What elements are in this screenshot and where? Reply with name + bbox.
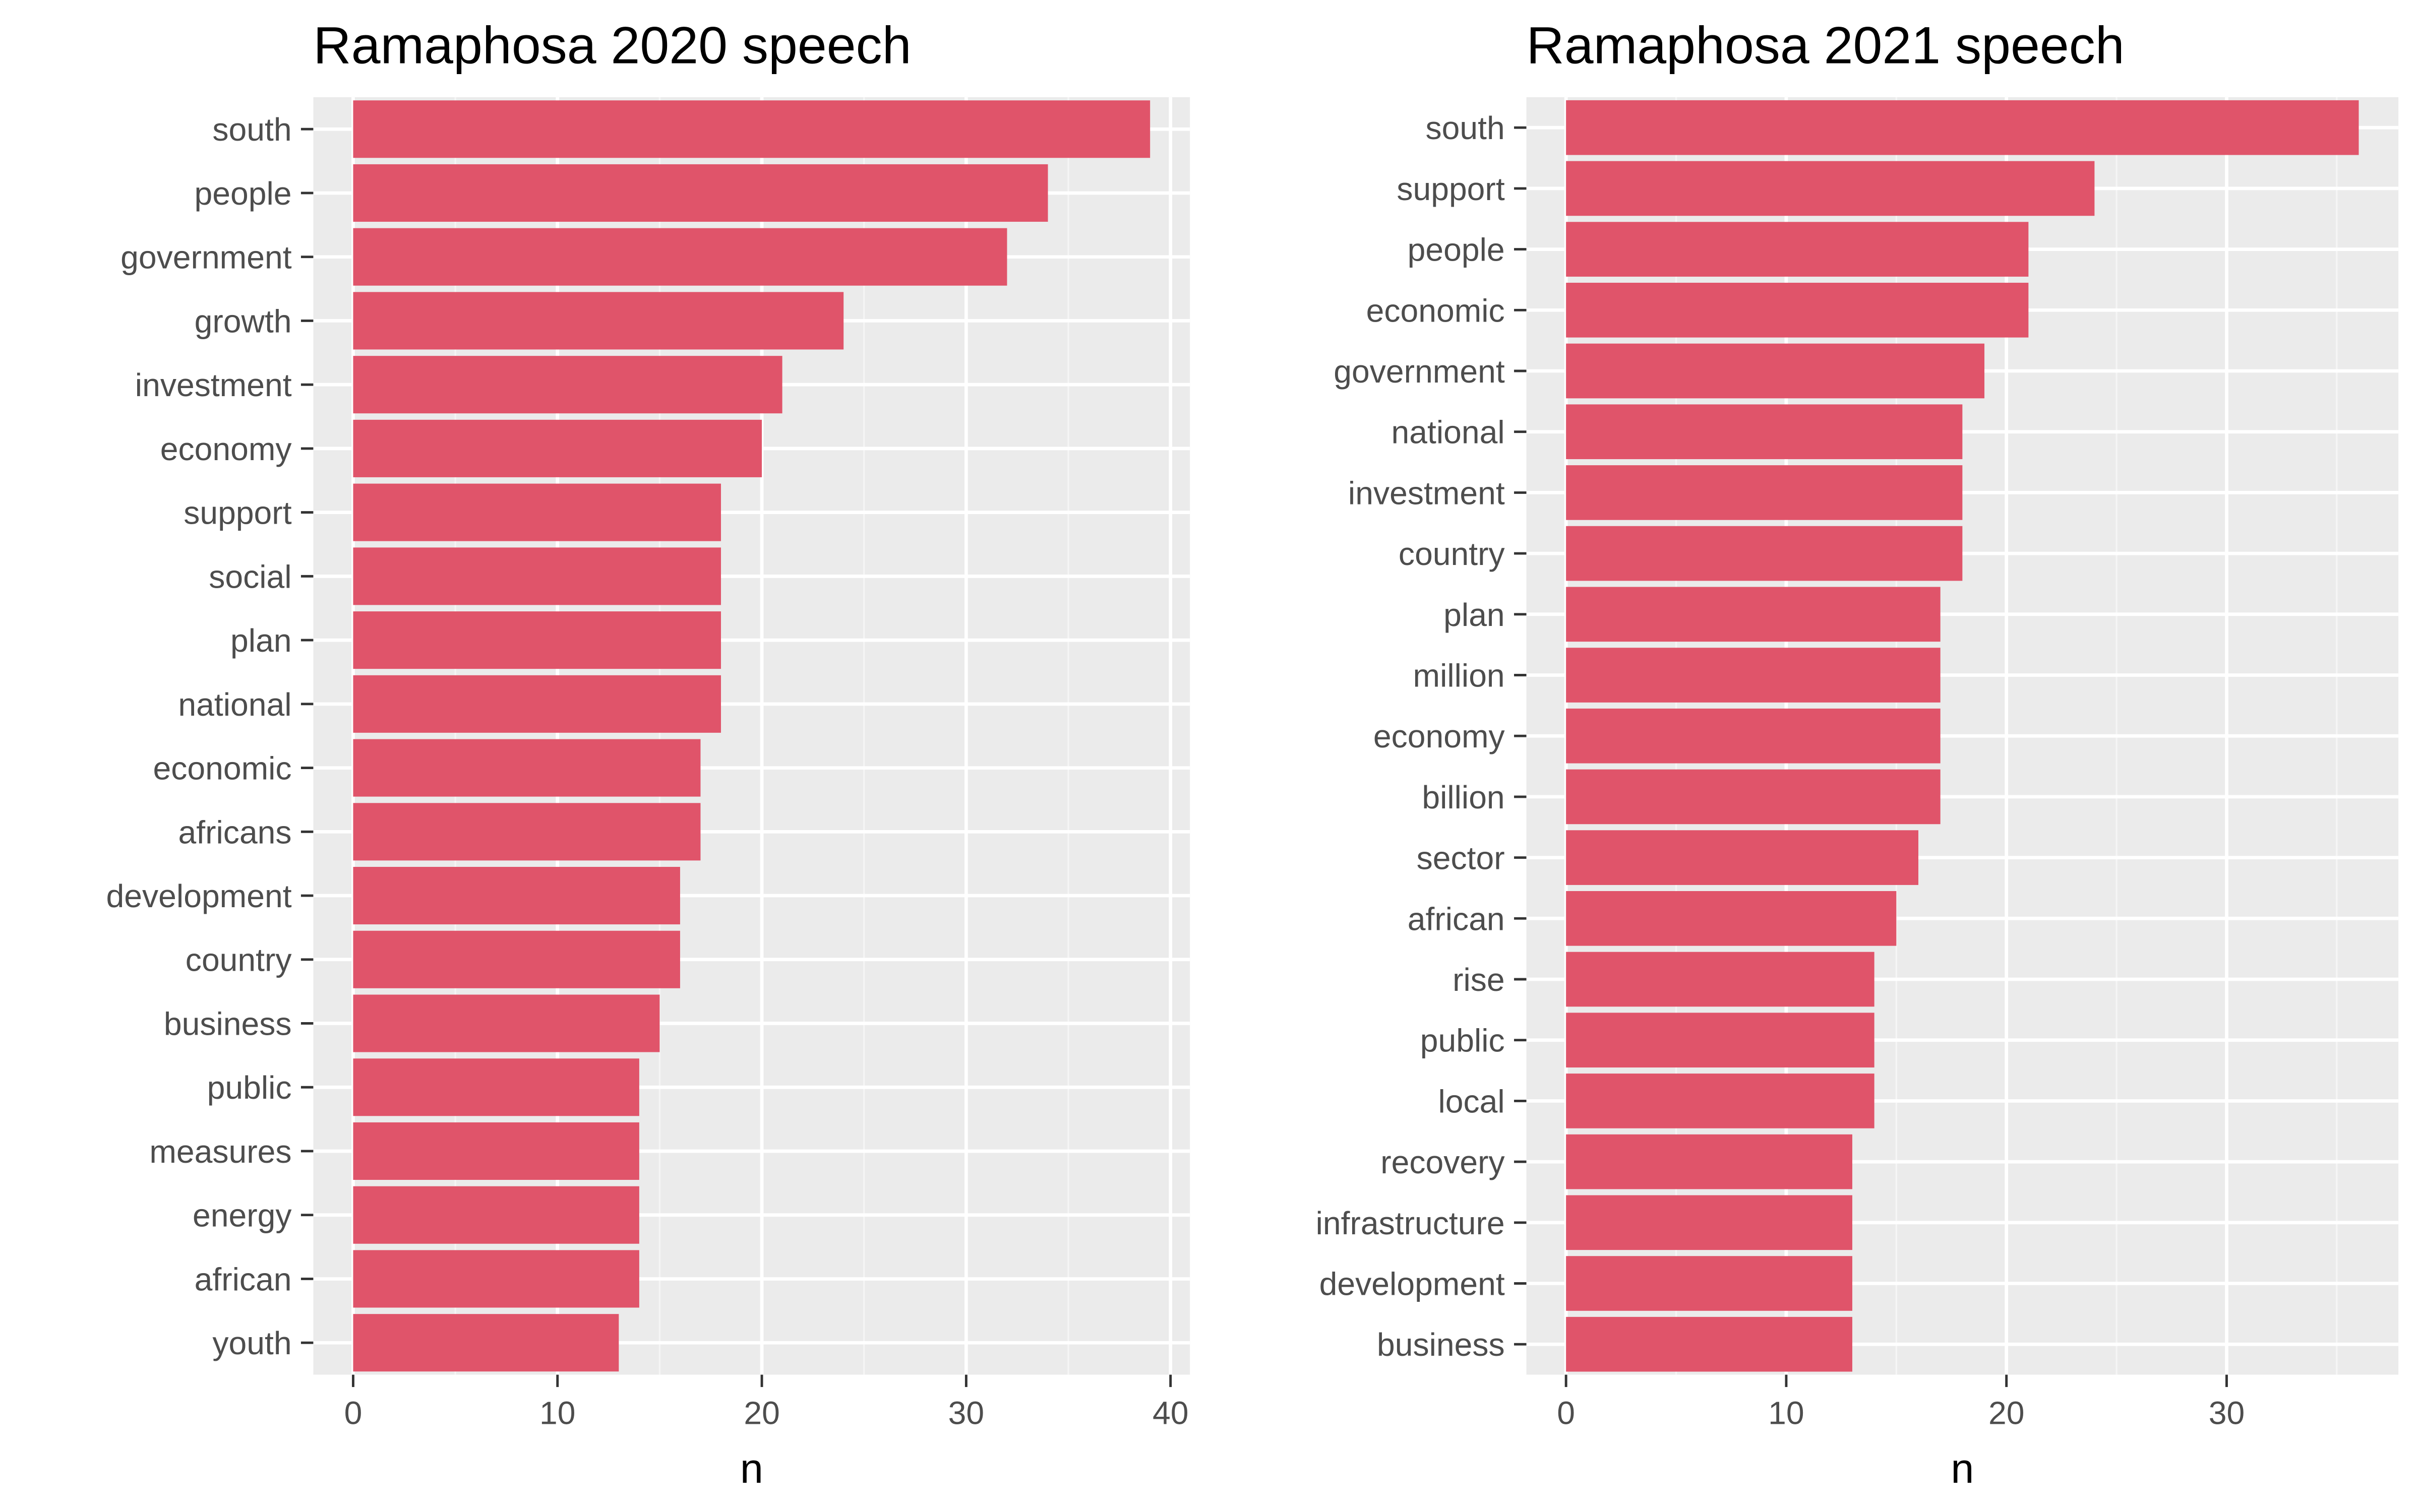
bar-public <box>1566 1013 1874 1068</box>
x-tick-label: 10 <box>539 1395 575 1431</box>
bar-country <box>1566 526 1963 581</box>
bar-economy <box>353 419 762 477</box>
x-tick-label: 20 <box>744 1395 779 1431</box>
y-tick-label: south <box>212 111 291 148</box>
bar-south <box>1566 100 2359 155</box>
x-tick-label: 0 <box>344 1395 362 1431</box>
bar-plan <box>1566 587 1941 642</box>
bar-people <box>353 164 1048 222</box>
y-tick-label: plan <box>1443 597 1505 633</box>
bar-rise <box>1566 952 1874 1007</box>
bar-economic <box>1566 282 2029 338</box>
y-tick-label: growth <box>195 303 292 339</box>
y-tick-label: billion <box>1422 779 1504 815</box>
y-tick-label: economic <box>153 750 292 787</box>
y-tick-label: public <box>1420 1023 1505 1059</box>
y-tick-label: measures <box>149 1133 291 1170</box>
y-tick-label: people <box>1408 232 1505 268</box>
bar-country <box>353 930 680 988</box>
y-tick-label: economy <box>160 431 292 467</box>
y-tick-label: africans <box>178 814 292 850</box>
y-tick-label: national <box>178 686 291 723</box>
y-tick-label: south <box>1425 110 1504 146</box>
y-tick-label: plan <box>230 622 292 659</box>
y-tick-label: country <box>186 942 292 978</box>
y-tick-label: sector <box>1417 840 1505 876</box>
chart-2021: Ramaphosa 2021 speech south support people e… <box>1316 17 2399 1492</box>
bar-national <box>353 675 721 733</box>
bar-development <box>353 867 680 925</box>
bar-sector <box>1566 830 1918 885</box>
bar-support <box>353 483 721 541</box>
bar-government <box>1566 343 1985 399</box>
y-tick-label: local <box>1438 1083 1505 1119</box>
bar-investment <box>1566 465 1963 520</box>
y-tick-label: recovery <box>1380 1144 1504 1180</box>
y-tick-label: million <box>1413 657 1505 694</box>
bar-social <box>353 547 721 605</box>
y-tick-label: business <box>1377 1327 1505 1363</box>
bar-measures <box>353 1122 639 1180</box>
bar-african <box>1566 891 1897 946</box>
y-tick-label: rise <box>1453 962 1505 998</box>
bar-infrastructure <box>1566 1195 1852 1250</box>
y-tick-label: support <box>1397 171 1505 207</box>
bar-billion <box>1566 769 1941 825</box>
y-tick-label: energy <box>193 1198 291 1234</box>
y-tick-label: support <box>184 495 291 531</box>
y-tick-label: government <box>120 239 292 276</box>
y-tick-label: african <box>1408 901 1505 937</box>
y-tick-label: government <box>1334 353 1505 390</box>
y-tick-label: social <box>209 558 291 595</box>
y-tick-label: national <box>1392 414 1505 451</box>
y-tick-label: investment <box>135 367 292 403</box>
chart-2020: Ramaphosa 2020 speech south people governme… <box>106 17 1190 1492</box>
plot-panel <box>313 97 1190 1375</box>
x-axis-label: n <box>1951 1445 1974 1492</box>
y-tick-label: african <box>195 1261 292 1297</box>
bar-government <box>353 228 1007 286</box>
bar-people <box>1566 222 2029 277</box>
bar-plan <box>353 611 721 669</box>
bar-energy <box>353 1186 639 1244</box>
bar-recovery <box>1566 1134 1852 1189</box>
bar-support <box>1566 161 2095 216</box>
y-tick-label: economy <box>1373 718 1505 754</box>
chart-title: Ramaphosa 2021 speech <box>1527 17 2125 75</box>
y-tick-label: public <box>207 1069 292 1106</box>
x-tick-label: 30 <box>948 1395 984 1431</box>
y-tick-label: country <box>1399 536 1505 572</box>
y-tick-label: people <box>195 175 292 212</box>
y-tick-label: economic <box>1366 292 1505 329</box>
bar-local <box>1566 1074 1874 1128</box>
bar-public <box>353 1058 639 1116</box>
chart-title: Ramaphosa 2020 speech <box>313 17 911 75</box>
bar-african <box>353 1250 639 1308</box>
bar-business <box>353 994 660 1052</box>
x-axis-label: n <box>740 1445 763 1492</box>
x-tick-label: 30 <box>2209 1395 2245 1431</box>
x-tick-label: 0 <box>1557 1395 1575 1431</box>
bar-investment <box>353 356 782 414</box>
bar-growth <box>353 292 844 350</box>
bar-youth <box>353 1314 619 1372</box>
bar-africans <box>353 803 701 861</box>
y-tick-label: investment <box>1348 475 1505 511</box>
bar-national <box>1566 404 1963 460</box>
y-tick-label: development <box>1319 1266 1505 1302</box>
bar-business <box>1566 1316 1852 1372</box>
bar-economic <box>353 739 701 797</box>
bar-million <box>1566 648 1941 703</box>
bar-economy <box>1566 708 1941 764</box>
bar-development <box>1566 1256 1852 1311</box>
y-tick-label: business <box>164 1005 292 1042</box>
y-tick-label: development <box>106 878 292 914</box>
bar-south <box>353 100 1151 158</box>
x-tick-label: 40 <box>1153 1395 1188 1431</box>
x-tick-label: 20 <box>1988 1395 2024 1431</box>
x-tick-label: 10 <box>1768 1395 1804 1431</box>
y-tick-label: infrastructure <box>1316 1205 1505 1241</box>
y-tick-label: youth <box>212 1325 291 1361</box>
